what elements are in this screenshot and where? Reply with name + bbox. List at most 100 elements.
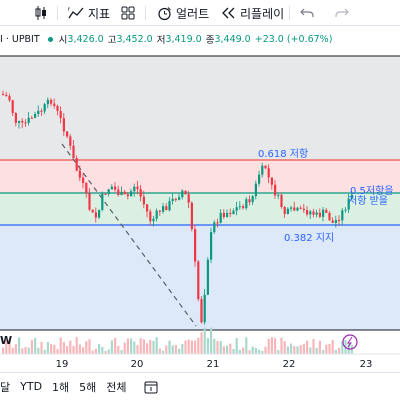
volume-bar xyxy=(53,344,56,354)
volume-bar xyxy=(238,349,241,354)
candle-body xyxy=(187,194,190,203)
volume-bar xyxy=(107,349,110,354)
volume-bar xyxy=(258,349,261,354)
candle-body xyxy=(290,207,293,209)
candle-body xyxy=(24,122,27,124)
symbol-suffix: I · UPBIT xyxy=(0,33,40,45)
candle-body xyxy=(75,158,78,171)
volume-bar xyxy=(312,338,315,354)
indicators-button[interactable]: f 지표 xyxy=(68,0,110,26)
candle-body xyxy=(98,209,101,218)
volume-bar xyxy=(27,347,30,354)
range-5y[interactable]: 5해 xyxy=(79,380,97,394)
candle-body xyxy=(270,177,273,185)
volume-bar xyxy=(187,339,190,354)
candle-body xyxy=(254,183,257,197)
volume-bar xyxy=(56,349,59,354)
undo-button[interactable] xyxy=(300,0,314,26)
candle-body xyxy=(5,94,8,97)
range-ytd[interactable]: YTD xyxy=(20,380,43,393)
candle-body xyxy=(347,198,350,210)
range-1y[interactable]: 1해 xyxy=(52,380,70,394)
candle-body xyxy=(200,299,203,323)
volume-bar xyxy=(299,345,302,354)
volume-bar xyxy=(206,338,209,354)
low-value: 3,419.0 xyxy=(165,33,202,45)
volume-group xyxy=(2,327,353,354)
candle-body xyxy=(155,210,158,219)
upper-neutral-zone xyxy=(0,56,400,160)
time-axis: 19 20 21 22 23 xyxy=(56,359,373,370)
candle-body xyxy=(78,170,81,178)
volume-bar xyxy=(261,350,264,354)
layout-grid-icon[interactable] xyxy=(121,0,135,26)
volume-bar xyxy=(94,348,97,354)
candle-body xyxy=(110,186,113,190)
candle-body xyxy=(120,191,123,195)
volume-bar xyxy=(120,350,123,354)
candle-body xyxy=(235,207,238,211)
volume-bar xyxy=(309,347,312,354)
candle-body xyxy=(328,212,331,221)
date-tick: 21 xyxy=(207,359,220,370)
range-all[interactable]: 전체 xyxy=(106,380,127,394)
volume-bar xyxy=(210,327,213,354)
candle-body xyxy=(261,165,264,175)
candle-body xyxy=(325,209,328,213)
candle-body xyxy=(219,212,222,223)
candle-body xyxy=(117,189,120,195)
volume-bar xyxy=(293,346,296,354)
candle-body xyxy=(158,210,161,212)
candle-body xyxy=(210,232,213,260)
candle-body xyxy=(14,113,17,123)
date-tick: 19 xyxy=(56,359,69,370)
candle-body xyxy=(130,191,133,197)
alerts-button[interactable]: 얼러트 xyxy=(157,0,209,26)
volume-bar xyxy=(91,350,94,354)
candle-body xyxy=(18,120,21,123)
volume-bar xyxy=(136,345,139,354)
svg-text:f: f xyxy=(68,7,70,13)
candle-body xyxy=(40,110,43,112)
fib-618-label: 0.618 저항 xyxy=(258,148,308,160)
mid-zone xyxy=(0,193,400,225)
volume-bar xyxy=(242,347,245,354)
fib-5-label-line2: 저항 받을 xyxy=(348,195,388,207)
replay-button[interactable]: 리플레이 xyxy=(222,0,284,26)
candle-body xyxy=(203,294,206,323)
candle-body xyxy=(162,206,165,212)
volume-bar xyxy=(296,346,299,354)
open-value: 3,426.0 xyxy=(67,33,104,45)
volume-bar xyxy=(274,338,277,354)
volume-bar xyxy=(50,344,53,354)
volume-bar xyxy=(315,347,318,354)
candle-body xyxy=(133,186,136,192)
range-month[interactable]: 달 xyxy=(0,380,11,394)
candle-body xyxy=(190,202,193,230)
volume-bar xyxy=(280,337,283,354)
date-tick: 20 xyxy=(131,359,144,370)
change-value: +23.0 (+0.67%) xyxy=(254,33,333,45)
ai-helper-icon[interactable] xyxy=(342,334,358,350)
volume-bar xyxy=(200,332,203,354)
volume-bar xyxy=(235,338,238,354)
support-zone xyxy=(0,225,400,330)
volume-bar xyxy=(222,346,225,354)
candle-body xyxy=(66,131,69,137)
volume-bar xyxy=(174,345,177,354)
candle-body xyxy=(142,196,145,205)
candle-type-icon[interactable] xyxy=(34,0,50,26)
volume-bar xyxy=(213,338,216,354)
candle-body xyxy=(226,212,229,217)
candle-body xyxy=(242,206,245,209)
volume-bar xyxy=(14,344,17,354)
candle-body xyxy=(27,117,30,123)
candle-body xyxy=(197,261,200,300)
redo-button[interactable] xyxy=(335,0,349,26)
candle-body xyxy=(85,183,88,194)
candle-body xyxy=(194,229,197,262)
high-value: 3,452.0 xyxy=(116,33,153,45)
volume-bar xyxy=(75,337,78,354)
date-range-icon[interactable] xyxy=(144,380,158,394)
price-chart[interactable]: 0.618 저항 0.5저항을 저항 받을 0.382 지지 W 19 20 2… xyxy=(0,26,400,372)
